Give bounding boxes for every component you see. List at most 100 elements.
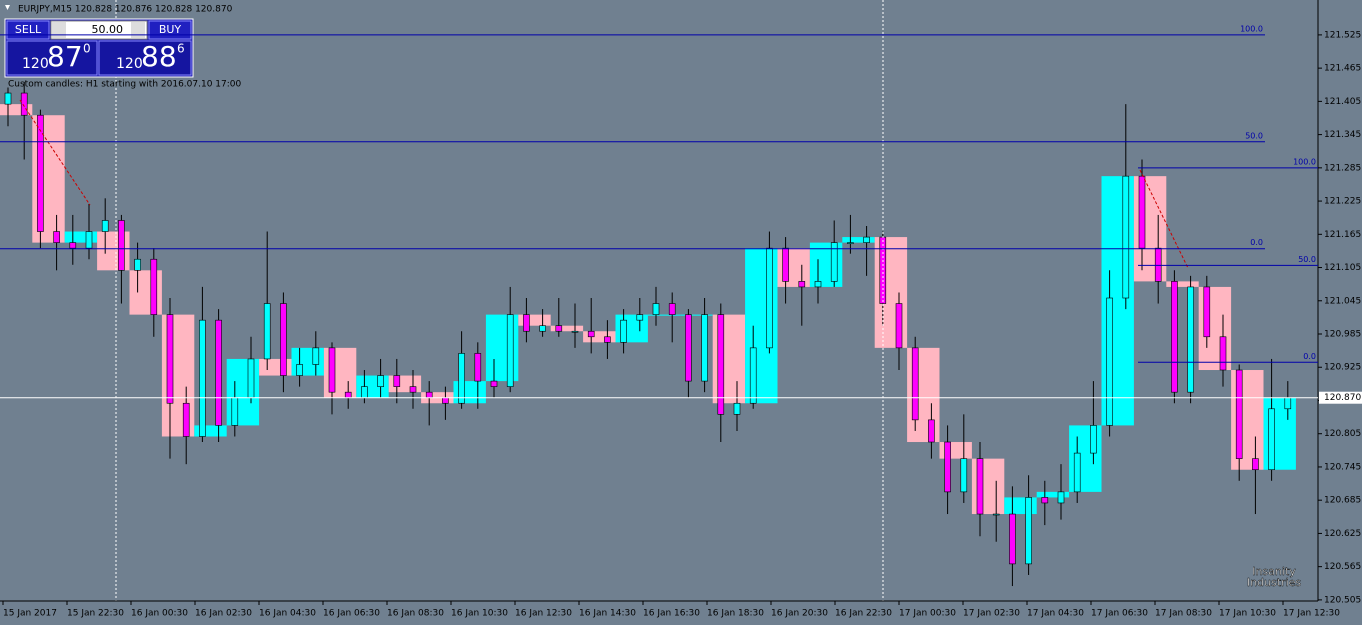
h1-candle [194,425,227,437]
candle-body [1073,452,1081,493]
fibo-label: 50.0 [1245,131,1263,140]
candle-body [1154,247,1162,282]
candle-body [782,247,789,282]
candle-body [1187,286,1194,393]
x-tick-label: 16 Jan 04:30 [259,609,316,619]
candle-body [458,353,465,404]
sell-label: SELL [15,23,42,36]
candle-body [555,325,563,332]
x-tick-label: 17 Jan 10:30 [1219,609,1276,619]
candle-body [1268,408,1275,471]
y-tick-label: 121.525 [1324,30,1361,40]
y-tick-label: 121.105 [1324,263,1361,273]
y-tick-label: 121.345 [1324,130,1361,140]
candle-body [231,397,239,426]
candle-body [166,314,174,404]
bid-pips: 87 [47,40,83,73]
candle-body [506,314,514,387]
candle-body [636,314,644,321]
candle-body [474,353,482,382]
y-tick-label: 121.405 [1324,97,1361,107]
y-tick-label: 121.045 [1324,296,1361,306]
x-tick-label: 16 Jan 14:30 [579,609,636,619]
x-tick-label: 15 Jan 2017 [3,609,57,619]
candle-body [215,319,222,426]
y-tick-label: 120.625 [1324,529,1361,539]
ask-pips: 88 [141,40,177,73]
candle-body [668,303,676,315]
volume-up[interactable] [131,22,145,38]
candle-body [523,314,530,332]
y-tick-label: 121.465 [1324,64,1361,74]
candle-body [150,258,158,315]
h1-candle [1036,491,1070,498]
y-tick-label: 120.925 [1324,363,1361,373]
h1-candle [550,325,584,332]
chart-title: EURJPY,M15 120.828 120.876 120.828 120.8… [18,5,233,15]
candle-body [37,114,44,232]
fibo-label: 50.0 [1298,255,1316,264]
y-tick-label: 121.225 [1324,197,1361,207]
candle-body [863,236,870,243]
watermark: Insanity [1252,565,1296,578]
x-tick-label: 16 Jan 00:30 [131,609,188,619]
bid-big-figure: 120 [22,56,49,72]
candle-body [101,220,109,232]
candle-body [701,314,708,382]
bid-box[interactable] [6,40,98,76]
candle-body [992,513,1000,516]
trade-panel: SELL 50.00 BUY 120 87 0 120 88 6 [4,18,194,78]
candle-body [263,303,271,360]
x-tick-label: 17 Jan 06:30 [1091,609,1148,619]
subtitle: Custom candles: H1 starting with 2016.07… [8,80,241,90]
candle-body [733,402,741,415]
candle-body [1284,397,1292,410]
candle-body [1203,286,1211,338]
h1-candle [647,314,681,316]
title-icon [5,5,10,10]
candle-body [344,391,352,399]
candle-body [798,281,806,288]
h1-candle [64,231,98,243]
candle-body [895,303,903,349]
candle-body [425,391,433,399]
buy-label: BUY [159,23,182,36]
volume-down[interactable] [52,22,66,38]
candle-body [393,375,401,387]
candle-body [928,419,935,443]
ask-box[interactable] [98,40,192,76]
candle-body [182,402,190,437]
y-tick-label: 121.165 [1324,230,1361,240]
volume-value: 50.00 [92,23,124,36]
candle-body [118,220,125,271]
y-tick-label: 121.285 [1324,163,1361,173]
h1-candle [1166,281,1199,287]
candle-body [1057,491,1065,504]
candle-body [409,386,417,393]
candle-body [280,303,287,376]
candle-body [604,336,611,343]
candle-body [847,242,854,244]
x-tick-label: 16 Jan 02:30 [195,609,252,619]
candle-body [911,347,919,421]
candle-body [199,319,206,437]
h1-candle [842,237,875,243]
candle-body [1090,425,1097,454]
candle-body [620,319,627,343]
fibo-label: 100.0 [1293,157,1316,166]
x-tick-label: 17 Jan 12:30 [1283,609,1340,619]
current-price-label: 120.870 [1324,393,1361,403]
candle-body [247,358,255,399]
candle-body [717,314,725,415]
x-tick-label: 17 Jan 02:30 [963,609,1020,619]
candle-body [1106,297,1113,426]
fibo-label: 0.0 [1250,238,1263,247]
ask-fraction: 6 [177,42,185,56]
candle-body [539,325,546,332]
y-tick-label: 120.565 [1324,562,1361,572]
candle-body [571,330,579,333]
y-tick-label: 120.985 [1324,330,1361,340]
candle-body [944,441,951,493]
candle-body [69,242,77,249]
candle-body [53,231,60,243]
